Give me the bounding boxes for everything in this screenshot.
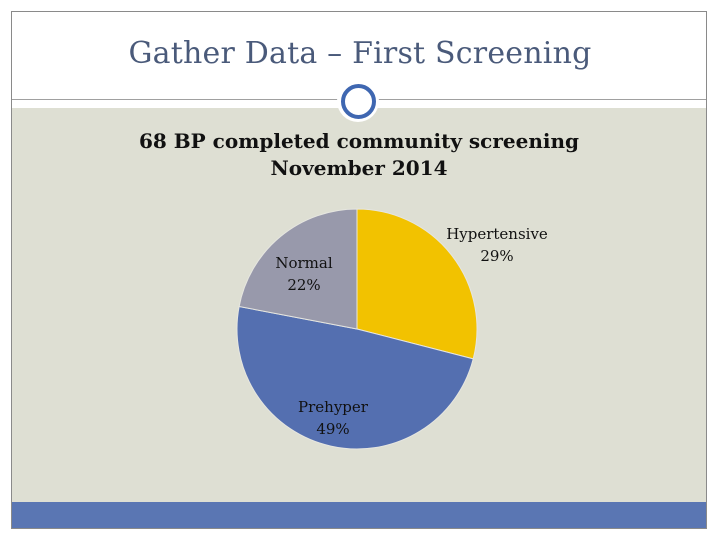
pie-slice-normal [238, 208, 358, 330]
chart-title-line-2: November 2014 [270, 156, 448, 180]
data-label-value: 29% [480, 247, 513, 265]
slide-title: Gather Data – First Screening [128, 36, 592, 71]
pie-slice-prehyper [236, 305, 474, 450]
pie-slice-hypertensive [356, 208, 478, 360]
data-label-hypertensive: Hypertensive 29% [446, 225, 548, 265]
bottom-accent-bar [12, 502, 706, 528]
data-label-category: Hypertensive [446, 225, 548, 243]
data-label-category: Normal [275, 254, 332, 272]
slide-frame [11, 11, 707, 529]
chart-title-line-1: 68 BP completed community screening [138, 129, 580, 153]
data-label-prehyper: Prehyper 49% [298, 398, 369, 438]
data-label-value: 22% [287, 276, 320, 294]
data-label-value: 49% [316, 420, 349, 438]
ornament-circle-icon [341, 84, 376, 119]
data-label-normal: Normal 22% [275, 254, 332, 294]
data-label-category: Prehyper [298, 398, 369, 416]
